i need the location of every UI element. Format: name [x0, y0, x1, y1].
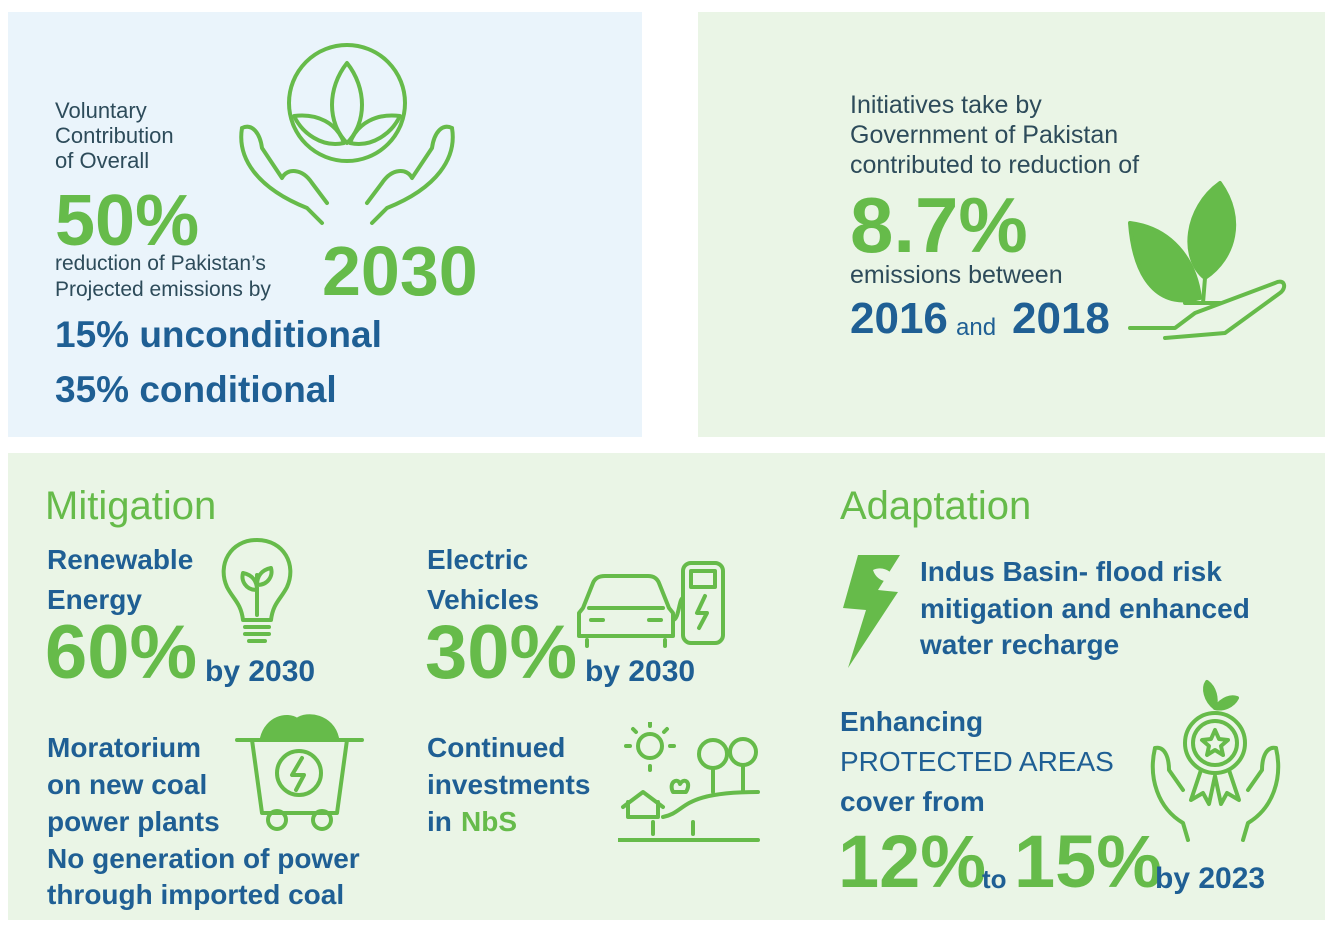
label-line: PROTECTED AREAS — [840, 746, 1114, 777]
label-line: Indus Basin- flood risk — [920, 556, 1222, 587]
intro-line: Initiatives take by — [850, 91, 1042, 119]
year-to: 2018 — [1012, 294, 1110, 343]
and: and — [956, 314, 997, 341]
label-line: mitigation and enhanced — [920, 593, 1250, 624]
label-line: Vehicles — [427, 584, 540, 615]
nbs-highlight: NbS — [461, 806, 517, 837]
to: to — [982, 864, 1007, 894]
label-line: through imported coal — [47, 879, 345, 910]
label-line: Renewable — [47, 544, 194, 575]
nbs-icon — [618, 722, 760, 842]
intro-line: Voluntary — [55, 98, 147, 123]
percent: 60% — [45, 610, 198, 695]
by: by 2030 — [585, 655, 696, 688]
label-line: Energy — [47, 584, 142, 615]
actions-panel — [8, 453, 1325, 920]
intro-line: Government of Pakistan — [850, 121, 1119, 149]
flood-icon — [843, 555, 900, 668]
percent: 8.7% — [850, 181, 1028, 269]
label-line: investments — [427, 769, 591, 800]
label-line: cover from — [840, 786, 985, 817]
intro-line: contributed to reduction of — [850, 151, 1140, 179]
by: by 2030 — [205, 655, 316, 688]
plant-hand-icon — [1128, 181, 1287, 340]
percent: 30% — [425, 610, 578, 695]
label-line: Enhancing — [840, 706, 984, 737]
label-line: on new coal — [47, 769, 208, 800]
split-line: 35% conditional — [55, 369, 337, 410]
label-line: No generation of power — [47, 843, 360, 874]
bulb-icon — [221, 538, 293, 643]
split-line: 15% unconditional — [55, 314, 382, 355]
section-heading: Mitigation — [45, 484, 217, 528]
label-line: Moratorium — [47, 732, 201, 763]
label-line: water recharge — [920, 629, 1120, 660]
voluntary-panel — [8, 12, 642, 437]
hands-leaf-icon — [239, 43, 455, 225]
intro-line: of Overall — [55, 148, 150, 173]
percent: 15% — [1014, 820, 1163, 903]
year-from: 2016 — [850, 294, 948, 343]
label-line: Electric — [427, 544, 529, 575]
section-heading: Adaptation — [840, 484, 1032, 528]
intro-line: Contribution — [55, 123, 174, 148]
reduction-line: reduction of Pakistan’s — [55, 252, 266, 275]
medal-icon — [1150, 680, 1281, 842]
by: by 2023 — [1155, 862, 1266, 895]
label-line: in — [427, 806, 452, 837]
year: 2030 — [322, 232, 478, 310]
ev-icon — [577, 561, 725, 648]
percent: 12% — [838, 820, 987, 903]
percent: 50% — [55, 181, 200, 261]
coal-cart-icon — [235, 714, 364, 831]
label-line: power plants — [47, 806, 220, 837]
reduction-line: Projected emissions by — [55, 278, 271, 301]
label-line: Continued — [427, 732, 566, 763]
between: emissions between — [850, 261, 1063, 289]
